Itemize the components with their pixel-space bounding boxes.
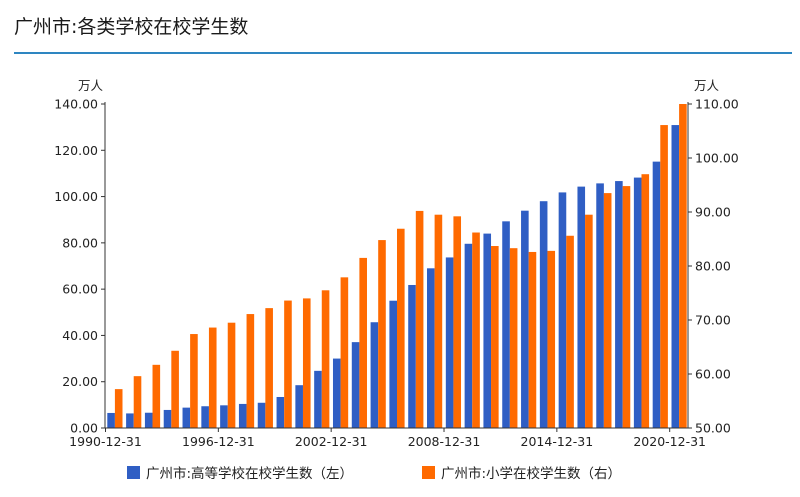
- bar-higher-edu-2017: [615, 181, 623, 428]
- bar-primary-1993: [171, 350, 179, 428]
- bar-primary-2007: [434, 214, 443, 428]
- bar-higher-edu-2001: [314, 370, 322, 428]
- x-tick-label: 2002-12-31: [295, 434, 368, 449]
- bar-primary-1997: [246, 314, 255, 428]
- bar-higher-edu-2015: [577, 186, 586, 428]
- bar-primary-2013: [547, 250, 556, 428]
- legend-label-left: 广州市:高等学校在校学生数（左）: [146, 465, 353, 482]
- x-tick-label: 2020-12-31: [633, 434, 706, 449]
- right-tick-label: 100.00: [695, 151, 739, 166]
- bar-higher-edu-2004: [370, 322, 379, 428]
- x-tick-label: 1996-12-31: [182, 434, 255, 449]
- bar-higher-edu-1993: [163, 409, 172, 428]
- legend: 广州市:高等学校在校学生数（左） 广州市:小学在校学生数（右）: [127, 465, 621, 482]
- bar-higher-edu-1998: [257, 402, 266, 428]
- left-tick-label: 140.00: [54, 97, 98, 112]
- right-tick-label: 80.00: [695, 259, 731, 274]
- bar-primary-1992: [152, 364, 161, 428]
- legend-swatch-left: [127, 466, 140, 479]
- right-axis-unit: 万人: [694, 78, 720, 93]
- left-tick-label: 40.00: [62, 328, 98, 343]
- left-tick-label: 20.00: [62, 374, 98, 389]
- bar-higher-edu-2011: [502, 221, 510, 428]
- left-tick-label: 120.00: [54, 143, 98, 158]
- x-tick-label: 2014-12-31: [521, 434, 594, 449]
- x-tick-label: 2008-12-31: [408, 434, 481, 449]
- bar-higher-edu-2006: [408, 284, 416, 428]
- bar-primary-2018: [641, 174, 650, 428]
- bar-higher-edu-2018: [633, 177, 642, 428]
- left-tick-label: 0.00: [70, 421, 98, 436]
- bar-higher-edu-1999: [276, 396, 285, 428]
- bar-higher-edu-1990: [107, 412, 115, 428]
- right-tick-label: 60.00: [695, 367, 731, 382]
- bar-higher-edu-2000: [295, 385, 303, 428]
- bar-primary-2015: [585, 214, 593, 428]
- bar-primary-2000: [302, 298, 311, 428]
- bar-primary-2010: [491, 246, 499, 428]
- bar-higher-edu-2007: [427, 268, 435, 428]
- bar-primary-1998: [265, 308, 273, 428]
- right-tick-label: 90.00: [695, 205, 731, 220]
- bar-primary-2019: [660, 125, 668, 428]
- bar-primary-2011: [509, 248, 518, 428]
- x-tick-label: 1990-12-31: [69, 434, 142, 449]
- bar-higher-edu-1995: [201, 406, 209, 428]
- left-tick-label: 100.00: [54, 189, 98, 204]
- bar-primary-1999: [284, 300, 292, 428]
- bar-higher-edu-2003: [351, 342, 360, 428]
- bar-higher-edu-2016: [596, 183, 604, 428]
- bar-higher-edu-2008: [445, 257, 454, 428]
- bar-primary-2002: [340, 277, 349, 428]
- bar-primary-1995: [208, 327, 217, 428]
- bar-primary-2005: [397, 228, 405, 428]
- bar-primary-2001: [321, 290, 330, 428]
- bar-primary-2017: [622, 186, 631, 428]
- left-axis-unit: 万人: [78, 78, 104, 93]
- bar-higher-edu-2002: [332, 358, 341, 428]
- title-divider: [14, 52, 792, 54]
- bar-higher-edu-2014: [558, 192, 567, 428]
- bar-primary-2003: [359, 257, 367, 428]
- bar-higher-edu-2005: [389, 300, 397, 428]
- bar-higher-edu-2012: [521, 210, 529, 428]
- bar-higher-edu-1991: [126, 413, 134, 428]
- bar-primary-2009: [472, 232, 480, 428]
- bar-higher-edu-1996: [220, 405, 228, 428]
- right-tick-label: 50.00: [695, 421, 731, 436]
- bar-higher-edu-2010: [483, 233, 492, 428]
- bar-higher-edu-1997: [238, 403, 247, 428]
- bar-higher-edu-2020: [671, 125, 680, 428]
- bar-higher-edu-2009: [464, 243, 473, 428]
- legend-swatch-right: [422, 466, 435, 479]
- bar-layer: [107, 104, 687, 428]
- right-tick-label: 70.00: [695, 313, 731, 328]
- bar-primary-2004: [378, 240, 386, 428]
- bar-higher-edu-2013: [539, 201, 548, 428]
- bar-primary-1996: [227, 322, 236, 428]
- bar-primary-2008: [453, 216, 462, 428]
- left-tick-label: 80.00: [62, 235, 98, 250]
- bar-primary-2020: [679, 104, 687, 428]
- bar-primary-2016: [603, 193, 612, 428]
- bar-higher-edu-2019: [652, 161, 661, 428]
- left-tick-label: 60.00: [62, 282, 98, 297]
- axes-layer: 0.00 20.00 40.00 60.00 80.00 100.00 120.00 140.…: [54, 78, 739, 449]
- right-tick-label: 110.00: [695, 97, 739, 112]
- bar-higher-edu-1994: [182, 407, 191, 428]
- bar-primary-2012: [528, 251, 537, 428]
- chart-title: 广州市:各类学校在校学生数: [14, 16, 249, 38]
- bar-primary-1991: [133, 376, 142, 428]
- bar-primary-1990: [114, 389, 123, 428]
- bar-primary-1994: [190, 334, 198, 428]
- bar-higher-edu-1992: [144, 412, 153, 428]
- bar-primary-2014: [566, 235, 574, 428]
- bar-primary-2006: [415, 210, 424, 428]
- legend-label-right: 广州市:小学在校学生数（右）: [441, 465, 621, 482]
